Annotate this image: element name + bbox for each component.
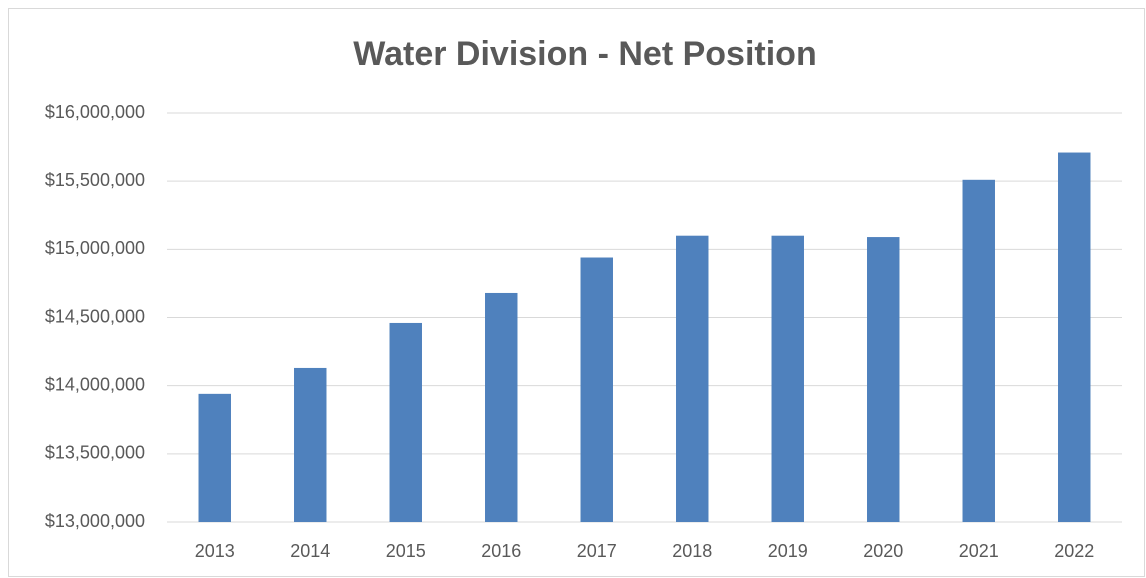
x-tick-label: 2020 xyxy=(863,541,903,561)
bar xyxy=(198,393,231,522)
bar xyxy=(389,322,422,522)
y-tick-label: $16,000,000 xyxy=(45,102,145,122)
bar xyxy=(771,235,804,522)
x-tick-label: 2016 xyxy=(481,541,521,561)
x-tick-label: 2014 xyxy=(290,541,330,561)
y-tick-label: $13,000,000 xyxy=(45,511,145,531)
y-tick-label: $15,000,000 xyxy=(45,238,145,258)
y-tick-label: $14,000,000 xyxy=(45,374,145,394)
x-tick-label: 2019 xyxy=(768,541,808,561)
chart-title: Water Division - Net Position xyxy=(353,35,816,73)
x-tick-label: 2021 xyxy=(959,541,999,561)
bar xyxy=(867,237,900,522)
bar xyxy=(580,257,613,522)
bar xyxy=(1058,152,1091,522)
y-tick-label: $15,500,000 xyxy=(45,170,145,190)
y-tick-label: $13,500,000 xyxy=(45,443,145,463)
bar xyxy=(962,179,995,522)
bar xyxy=(676,235,709,522)
bar xyxy=(294,367,327,522)
y-tick-label: $14,500,000 xyxy=(45,306,145,326)
chart-border xyxy=(8,8,1145,577)
x-tick-label: 2018 xyxy=(672,541,712,561)
x-tick-label: 2017 xyxy=(577,541,617,561)
x-tick-label: 2022 xyxy=(1054,541,1094,561)
bar xyxy=(485,292,518,522)
x-tick-label: 2013 xyxy=(195,541,235,561)
x-tick-label: 2015 xyxy=(386,541,426,561)
